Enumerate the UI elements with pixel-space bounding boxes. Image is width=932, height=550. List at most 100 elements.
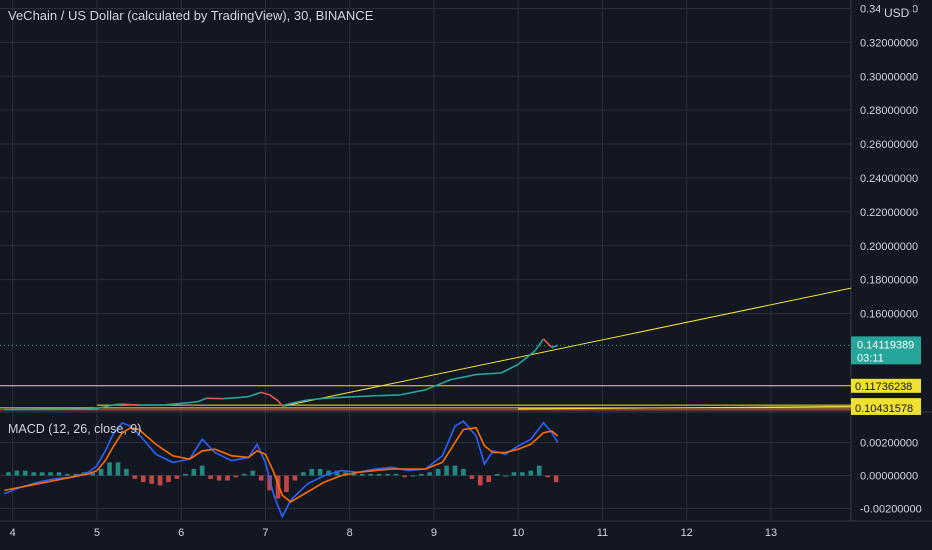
macd-histogram-bar — [393, 473, 399, 476]
price-series-segment — [534, 338, 545, 352]
price-series-segment — [500, 363, 519, 374]
macd-line — [3, 420, 559, 519]
macd-signal-line — [4, 426, 559, 503]
macd-histogram-bar — [90, 472, 96, 476]
price-axis-tick-label: 0.20000000 — [860, 241, 918, 253]
level-price-label-box[interactable] — [851, 378, 921, 393]
price-series-segment — [277, 400, 283, 407]
time-axis-tick-label: 12 — [681, 527, 693, 539]
price-series-segment — [122, 403, 140, 406]
macd-histogram-bar — [376, 473, 382, 476]
time-axis-tick-label: 5 — [94, 527, 100, 539]
macd-histogram-bar — [166, 475, 171, 483]
macd-histogram-bar — [191, 468, 197, 476]
macd-histogram-bar — [343, 472, 348, 476]
macd-histogram-bar — [477, 475, 483, 486]
macd-histogram-bar — [132, 475, 138, 479]
macd-histogram-bar — [65, 473, 70, 476]
price-series-segment — [517, 350, 536, 366]
macd-histogram-bar — [326, 470, 331, 476]
price-axis-tick-label: 0.30000000 — [860, 71, 918, 83]
price-series-segment — [113, 403, 123, 406]
price-series-segment — [425, 378, 452, 391]
price-axis-tick-label: 0.16000000 — [860, 309, 918, 321]
macd-histogram-bar — [174, 475, 180, 479]
macd-histogram-bar — [225, 475, 230, 481]
price-series-segment — [88, 407, 97, 410]
macd-histogram-bar — [115, 462, 121, 476]
time-axis-tick-label: 10 — [512, 527, 524, 539]
price-series-segment — [197, 397, 207, 403]
time-axis-tick-label: 4 — [10, 527, 16, 539]
price-axis-tick-label: 0.18000000 — [860, 275, 918, 287]
macd-histogram-bar — [275, 475, 281, 499]
macd-histogram-bar — [309, 468, 315, 476]
macd-histogram-bar — [56, 472, 62, 476]
price-series-segment — [248, 391, 262, 398]
macd-axis-tick-label: 0.00000000 — [860, 471, 918, 483]
macd-histogram-bar — [242, 473, 247, 476]
macd-histogram-bar — [402, 475, 407, 478]
macd-histogram-bar — [233, 475, 239, 478]
last-price-label-box[interactable] — [851, 336, 921, 365]
time-axis-tick-label: 11 — [597, 527, 608, 539]
macd-histogram-bar — [208, 475, 213, 479]
macd-histogram-bar — [359, 473, 365, 476]
macd-histogram-bar — [292, 475, 298, 481]
macd-histogram-bar — [183, 473, 188, 476]
macd-histogram-bar — [545, 475, 550, 478]
price-series-segment — [290, 399, 308, 405]
macd-histogram-bar — [469, 475, 475, 479]
price-series-segment — [164, 402, 182, 406]
price-series-segment — [260, 391, 270, 396]
macd-histogram-bar — [427, 472, 433, 476]
macd-histogram-bar — [486, 475, 492, 483]
time-axis-tick-label: 9 — [431, 527, 437, 539]
macd-histogram-bar — [73, 473, 79, 476]
level-price-label: 0.10431578 — [855, 403, 913, 415]
price-series-segment — [551, 344, 559, 349]
macd-histogram-bar — [301, 472, 306, 476]
macd-histogram-bar — [98, 468, 104, 476]
price-axis-tick-label: 0.28000000 — [860, 105, 918, 117]
macd-histogram-bar — [418, 473, 424, 476]
macd-histogram-bar — [385, 473, 390, 476]
price-series-segment — [96, 405, 106, 410]
macd-histogram-bar — [461, 468, 466, 476]
macd-histogram-bar — [520, 472, 525, 476]
macd-histogram-bar — [494, 473, 500, 476]
price-series-segment — [223, 396, 241, 400]
macd-histogram-bar — [553, 475, 559, 483]
macd-title[interactable]: MACD (12, 26, close, 9) — [8, 422, 142, 436]
macd-histogram-bar — [31, 472, 37, 476]
macd-histogram-bar — [140, 475, 146, 483]
price-axis-tick-label: 0.22000000 — [860, 207, 918, 219]
macd-histogram-bar — [452, 465, 458, 476]
macd-axis-tick-label: -0.00200000 — [860, 503, 922, 515]
trend-line[interactable] — [282, 287, 852, 407]
level-price-label-box[interactable] — [851, 400, 921, 415]
currency-label[interactable]: USD — [880, 5, 914, 21]
macd-histogram-bar — [284, 475, 289, 493]
macd-histogram-bar — [22, 470, 28, 476]
macd-axis-tick-label: 0.00200000 — [860, 438, 918, 450]
macd-histogram-bar — [107, 462, 112, 476]
trend-line[interactable] — [518, 405, 852, 410]
price-axis-tick-label: 0.24000000 — [860, 173, 918, 185]
price-series-segment — [476, 372, 502, 376]
last-price-countdown: 03:11 — [857, 352, 884, 364]
time-axis-tick-label: 8 — [347, 527, 353, 539]
price-series-segment — [450, 373, 477, 381]
time-axis-tick-label: 7 — [262, 527, 268, 539]
macd-histogram-bar — [258, 475, 264, 481]
macd-histogram-bar — [368, 473, 374, 476]
macd-histogram-bar — [444, 465, 449, 476]
price-series-segment — [282, 402, 291, 407]
macd-histogram-bar — [511, 472, 517, 476]
price-series-segment — [307, 397, 325, 401]
last-price-label: 0.14119389 — [857, 339, 914, 351]
price-series-segment — [374, 394, 401, 397]
price-axis-tick-label: 0.32000000 — [860, 37, 918, 49]
macd-histogram-bar — [6, 472, 11, 476]
